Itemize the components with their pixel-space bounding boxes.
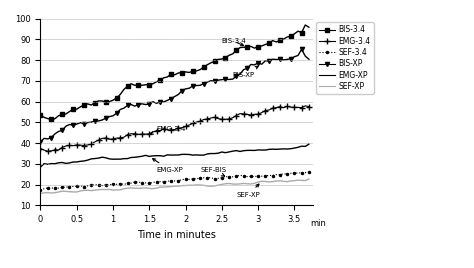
BIS-3.4: [48, 118, 54, 121]
BIS-3.4: [263, 43, 268, 46]
Text: EMG-XP: EMG-XP: [153, 159, 183, 173]
EMG-3.4: [281, 106, 286, 109]
EMG-XP: [59, 161, 65, 164]
SEF-XP: [306, 177, 312, 181]
EMG-XP: [37, 165, 43, 169]
SEF-XP: [259, 180, 264, 183]
EMG-3.4: [255, 113, 261, 116]
EMG-XP: [306, 143, 312, 146]
Text: min: min: [310, 219, 326, 228]
Text: SEF-XP: SEF-XP: [237, 184, 260, 198]
Text: BIS-3.4: BIS-3.4: [222, 38, 246, 46]
BIS-XP: [277, 58, 283, 61]
BIS-XP: [37, 140, 43, 144]
EMG-XP: [248, 149, 254, 152]
BIS-3.4: [281, 38, 286, 41]
EMG-3.4: [263, 109, 268, 112]
BIS-XP: [252, 63, 257, 66]
SEF-XP: [277, 179, 283, 183]
BIS-XP: [299, 48, 304, 51]
BIS-XP: [248, 63, 254, 66]
EMG-XP: [277, 147, 283, 151]
EMG-XP: [241, 149, 246, 152]
EMG-3.4: [252, 113, 257, 116]
BIS-3.4: [306, 26, 312, 29]
EMG-3.4: [302, 104, 308, 107]
Text: EMG-3.4: EMG-3.4: [150, 126, 186, 134]
SEF-XP: [241, 182, 246, 185]
Text: SEF-BIS: SEF-BIS: [200, 167, 226, 176]
EMG-3.4: [306, 105, 312, 108]
Text: BIS-XP: BIS-XP: [233, 66, 258, 78]
EMG-3.4: [45, 150, 51, 153]
Line: BIS-3.4: BIS-3.4: [38, 23, 311, 122]
BIS-3.4: [37, 114, 43, 117]
X-axis label: Time in minutes: Time in minutes: [137, 230, 216, 240]
SEF-3.4: [306, 171, 312, 174]
SEF-XP: [248, 182, 254, 185]
BIS-3.4: [255, 45, 261, 48]
Line: EMG-3.4: EMG-3.4: [38, 103, 312, 154]
BIS-XP: [59, 129, 65, 132]
SEF-3.4: [277, 173, 283, 176]
SEF-3.4: [59, 186, 65, 189]
EMG-3.4: [245, 113, 250, 116]
BIS-3.4: [302, 23, 308, 27]
EMG-XP: [259, 148, 264, 152]
BIS-3.4: [252, 47, 257, 50]
EMG-3.4: [37, 147, 43, 150]
EMG-XP: [252, 149, 257, 152]
EMG-3.4: [63, 144, 69, 148]
SEF-XP: [59, 189, 65, 193]
Line: BIS-XP: BIS-XP: [38, 47, 311, 144]
Line: EMG-XP: EMG-XP: [40, 144, 309, 167]
SEF-XP: [252, 182, 257, 185]
Line: SEF-3.4: SEF-3.4: [38, 170, 311, 192]
Legend: BIS-3.4, EMG-3.4, SEF-3.4, BIS-XP, EMG-XP, SEF-XP: BIS-3.4, EMG-3.4, SEF-3.4, BIS-XP, EMG-X…: [316, 22, 374, 94]
SEF-3.4: [248, 175, 254, 178]
SEF-3.4: [37, 188, 43, 192]
BIS-3.4: [63, 112, 69, 116]
BIS-3.4: [245, 46, 250, 49]
SEF-3.4: [252, 175, 257, 178]
SEF-3.4: [259, 174, 264, 178]
Line: SEF-XP: SEF-XP: [40, 179, 309, 194]
BIS-XP: [259, 63, 264, 66]
SEF-3.4: [241, 174, 246, 177]
BIS-XP: [306, 58, 312, 61]
BIS-XP: [241, 68, 246, 71]
SEF-XP: [37, 192, 43, 195]
